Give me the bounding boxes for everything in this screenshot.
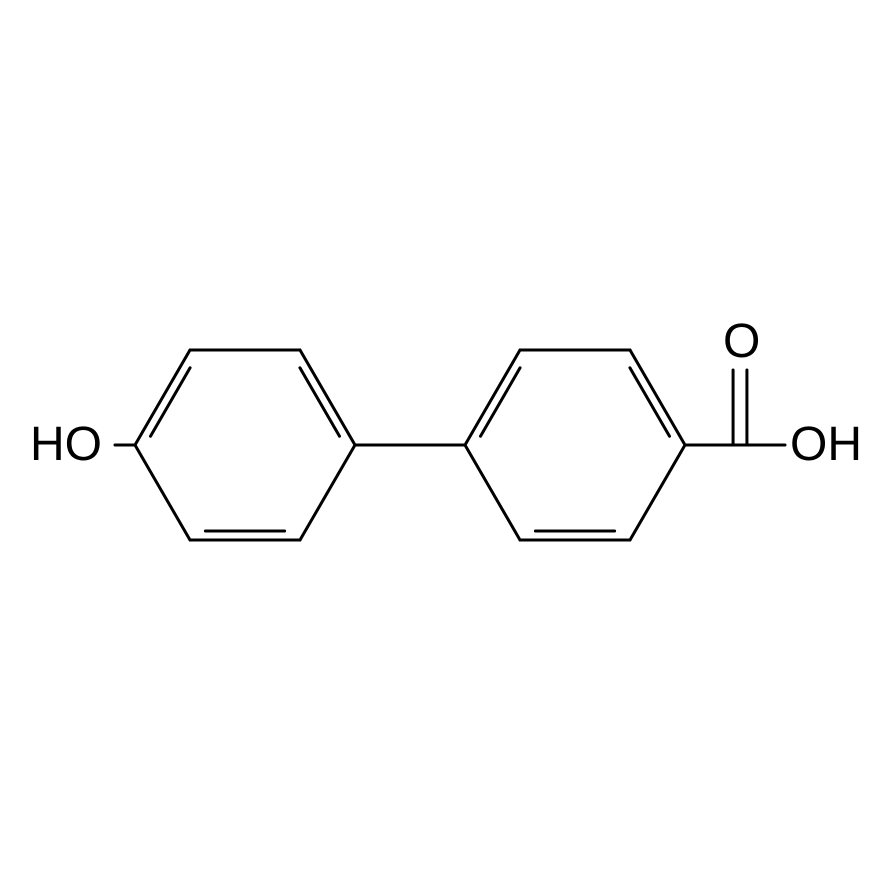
atom-label-ho: HO bbox=[30, 421, 102, 469]
atom-label-oh: OH bbox=[790, 421, 862, 469]
atom-label-o-double: O bbox=[723, 318, 760, 366]
bond-svg bbox=[0, 0, 890, 890]
molecule-canvas: HO O OH bbox=[0, 0, 890, 890]
